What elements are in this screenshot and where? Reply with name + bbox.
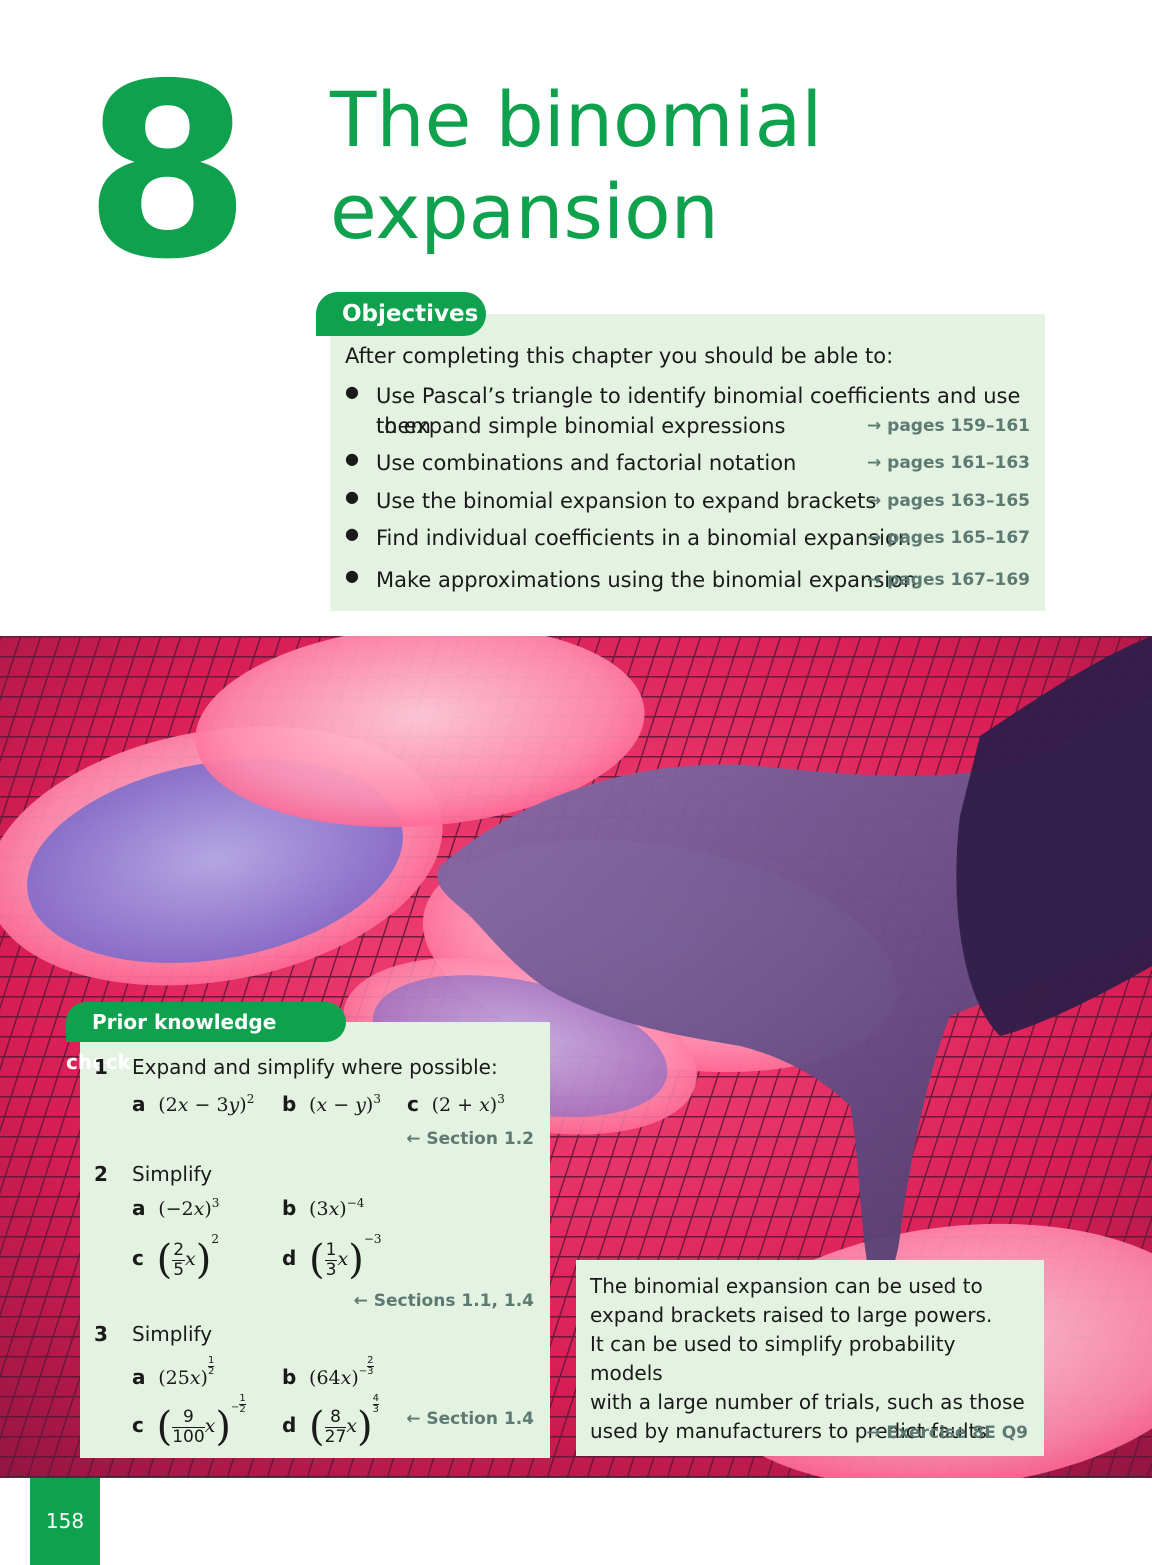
info-line: with a large number of trials, such as t… — [590, 1390, 1025, 1414]
bullet-icon: ● — [345, 524, 359, 543]
info-panel — [576, 1260, 1044, 1456]
chapter-title: The binomial expansion — [330, 74, 822, 258]
part-letter: c — [132, 1413, 144, 1437]
expression: (3x)−4 — [309, 1196, 365, 1220]
section-ref: ← Section 1.4 — [406, 1409, 534, 1429]
bullet-icon: ● — [345, 382, 359, 401]
objective-text: Make approximations using the binomial e… — [376, 568, 917, 592]
objective-text: Use the binomial expansion to expand bra… — [376, 489, 877, 513]
question-part: c (2 + x)3 — [407, 1092, 505, 1116]
info-line: It can be used to simplify probability m… — [590, 1332, 956, 1385]
expression: (8 27 x) 4 3 — [309, 1393, 379, 1450]
objective-page-ref: → pages 167–169 — [866, 570, 1030, 590]
part-letter: b — [282, 1196, 297, 1220]
bullet-icon: ● — [345, 487, 359, 506]
question-number: 2 — [94, 1162, 108, 1186]
section-ref: ← Section 1.2 — [406, 1129, 534, 1149]
question-part: d (8 27 x) 4 3 — [282, 1394, 379, 1447]
objectives-intro: After completing this chapter you should… — [345, 344, 894, 368]
chapter-title-line-2: expansion — [330, 167, 719, 256]
expression: (2x − 3y)2 — [158, 1092, 255, 1116]
objective-item: ● Make approximations using the binomial… — [345, 565, 1035, 595]
part-letter: a — [132, 1196, 146, 1220]
page-number: 158 — [30, 1478, 100, 1565]
section-ref: ← Sections 1.1, 1.4 — [353, 1291, 534, 1311]
prior-knowledge-panel — [80, 1022, 550, 1458]
objective-item: ● Use combinations and factorial notatio… — [345, 448, 1035, 478]
expression: (9 100 x)− 1 2 — [156, 1393, 246, 1450]
objective-page-ref: → pages 159–161 — [866, 416, 1030, 436]
question-part: c (2 5 x)2 — [132, 1232, 219, 1280]
question-number: 3 — [94, 1322, 108, 1346]
question-part: b (x − y)3 — [282, 1092, 381, 1116]
question-text: Simplify — [132, 1162, 213, 1186]
expression: (1 3 x)−3 — [309, 1232, 382, 1283]
objective-text: Find individual coefficients in a binomi… — [376, 526, 912, 550]
info-line: used by manufacturers to predict faults. — [590, 1419, 994, 1443]
chapter-title-line-1: The binomial — [330, 75, 823, 164]
bullet-icon: ● — [345, 449, 359, 468]
exercise-ref: → Exercise 8E Q9 — [866, 1423, 1028, 1443]
info-line: The binomial expansion can be used to — [590, 1274, 983, 1298]
question-part: b (3x)−4 — [282, 1196, 364, 1220]
expression: (64x)− 2 3 — [309, 1355, 374, 1389]
expression: (2 + x)3 — [431, 1092, 505, 1116]
objective-page-ref: → pages 161–163 — [866, 453, 1030, 473]
question-part: a (25x) 1 2 — [132, 1355, 215, 1389]
part-letter: b — [282, 1092, 297, 1116]
objective-page-ref: → pages 163–165 — [866, 491, 1030, 511]
question-number: 1 — [94, 1055, 108, 1079]
part-letter: a — [132, 1365, 146, 1389]
info-text: The binomial expansion can be used to ex… — [590, 1272, 1030, 1446]
objectives-heading: Objectives — [316, 292, 486, 336]
part-letter: d — [282, 1246, 297, 1270]
bullet-icon: ● — [345, 566, 359, 585]
objective-item: ● Find individual coefficients in a bino… — [345, 523, 1035, 553]
question-part: d (1 3 x)−3 — [282, 1232, 382, 1280]
expression: (25x) 1 2 — [158, 1355, 215, 1389]
expression: (−2x)3 — [158, 1196, 220, 1220]
question-text: Simplify — [132, 1322, 213, 1346]
question-part: b (64x)− 2 3 — [282, 1356, 374, 1389]
objective-text: Use Pascal’s triangle to identify binomi… — [376, 384, 1021, 438]
expression: (x − y)3 — [309, 1092, 381, 1116]
question-part: c (9 100 x)− 1 2 — [132, 1394, 246, 1447]
objective-text: to expand simple binomial expressions — [376, 414, 786, 438]
part-letter: c — [132, 1246, 144, 1270]
part-letter: b — [282, 1365, 297, 1389]
objective-page-ref: → pages 165–167 — [866, 528, 1030, 548]
question-part: a (2x − 3y)2 — [132, 1092, 254, 1116]
expression: (2 5 x)2 — [156, 1232, 219, 1283]
question-text: Expand and simplify where possible: — [132, 1055, 498, 1079]
info-line: expand brackets raised to large powers. — [590, 1303, 993, 1327]
question-part: a (−2x)3 — [132, 1196, 219, 1220]
objective-item: ● Use the binomial expansion to expand b… — [345, 486, 1035, 516]
part-letter: a — [132, 1092, 146, 1116]
chapter-number: 8 — [84, 32, 251, 312]
objective-item: ● Use Pascal’s triangle to identify bino… — [345, 381, 1035, 441]
objectives-panel — [330, 314, 1045, 611]
prior-knowledge-heading: Prior knowledge check — [66, 1002, 346, 1074]
objective-text: Use combinations and factorial notation — [376, 451, 797, 475]
part-letter: c — [407, 1092, 419, 1116]
part-letter: d — [282, 1413, 297, 1437]
